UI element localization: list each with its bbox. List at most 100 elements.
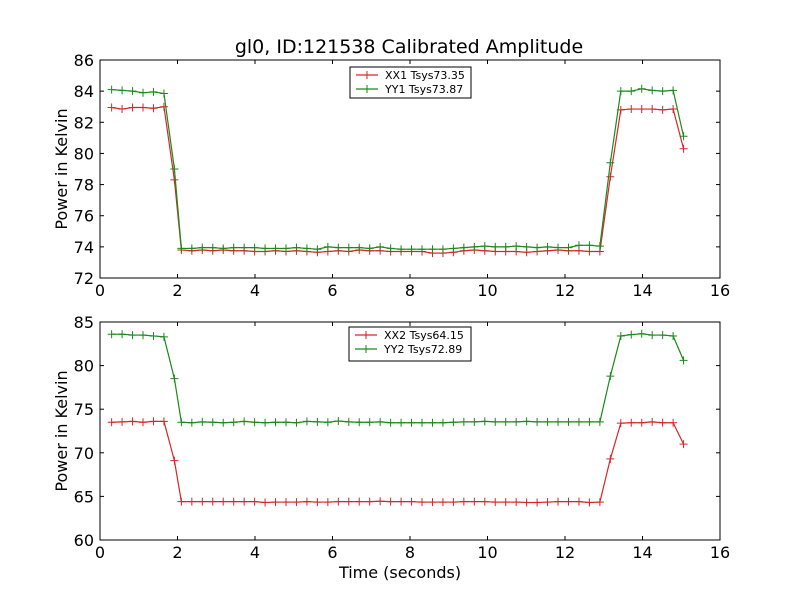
data-point-yy1 [118, 86, 127, 95]
data-point-yy1 [627, 87, 636, 96]
x-tick-label: 6 [327, 281, 337, 300]
data-point-yy2 [533, 417, 542, 426]
data-point-yy1 [438, 245, 447, 254]
data-point-yy1 [606, 158, 615, 167]
y-tick-label: 65 [74, 487, 94, 506]
y-tick-label: 86 [74, 51, 94, 70]
y-tick-label: 82 [74, 113, 94, 132]
data-point-yy2 [648, 331, 657, 340]
y-tick-label: 85 [74, 313, 94, 332]
data-point-yy1 [554, 243, 563, 252]
y-tick-label: 80 [74, 144, 94, 163]
data-point-xx2 [365, 497, 374, 506]
x-tick-label: 10 [477, 281, 497, 300]
data-point-xx1 [637, 105, 646, 114]
x-tick-label: 2 [172, 543, 182, 562]
data-point-yy1 [107, 85, 116, 94]
data-point-yy1 [449, 244, 458, 253]
data-point-yy2 [606, 372, 615, 381]
y-tick-label: 80 [74, 357, 94, 376]
y-tick-label: 72 [74, 269, 94, 288]
x-tick-label: 16 [710, 281, 730, 300]
data-point-xx1 [107, 103, 116, 112]
data-point-yy1 [574, 241, 583, 250]
y-tick-label: 84 [74, 82, 94, 101]
data-point-yy1 [543, 242, 552, 251]
data-point-yy1 [669, 86, 678, 95]
x-axis-label: Time (seconds) [338, 563, 461, 582]
legend-marker [362, 345, 370, 353]
data-point-xx2 [533, 498, 542, 507]
data-point-yy1 [522, 242, 531, 251]
data-point-yy2 [459, 417, 468, 426]
data-point-yy1 [459, 243, 468, 252]
y-tick-label: 70 [74, 444, 94, 463]
data-point-xx2 [522, 498, 531, 507]
y-tick-label: 74 [74, 238, 94, 257]
data-point-yy1 [491, 242, 500, 251]
data-point-yy1 [679, 132, 688, 141]
data-point-xx2 [229, 497, 238, 506]
data-point-yy2 [219, 418, 228, 427]
data-point-xx2 [459, 497, 468, 506]
data-point-xx1 [648, 105, 657, 114]
data-point-xx2 [355, 497, 364, 506]
data-point-yy1 [512, 242, 521, 251]
data-point-xx1 [679, 144, 688, 153]
data-point-yy2 [139, 331, 148, 340]
data-point-xx2 [208, 497, 217, 506]
x-tick-label: 12 [555, 281, 575, 300]
data-point-yy1 [250, 243, 259, 252]
data-point-xx2 [658, 418, 667, 427]
bottom-chart: 0 2 4 6 8 10 12 14 16 60 65 70 75 80 85 Power in Kelvin… [52, 313, 730, 582]
data-point-yy2 [198, 417, 207, 426]
data-point-yy2 [334, 416, 343, 425]
data-point-xx2 [397, 497, 406, 506]
data-point-xx1 [170, 175, 179, 184]
legend-box [349, 66, 472, 99]
data-point-yy1 [648, 86, 657, 95]
data-point-yy2 [159, 332, 168, 341]
data-point-xx2 [261, 498, 270, 507]
x-tick-label: 14 [632, 543, 652, 562]
data-point-xx2 [480, 497, 489, 506]
y-axis-label: Power in Kelvin [52, 370, 71, 491]
x-tick-label: 4 [250, 281, 260, 300]
data-point-xx2 [554, 497, 563, 506]
data-point-yy1 [386, 244, 395, 253]
data-point-yy1 [480, 242, 489, 251]
x-tick-label: 12 [555, 543, 575, 562]
data-point-yy2 [323, 418, 332, 427]
data-point-yy1 [323, 242, 332, 251]
data-point-yy1 [616, 87, 625, 96]
data-point-yy2 [344, 417, 353, 426]
legend-label: YY2 Tsys72.89 [383, 343, 462, 356]
data-point-xx2 [107, 418, 116, 427]
legend-box [348, 326, 472, 362]
data-point-xx2 [302, 497, 311, 506]
data-point-yy1 [292, 243, 301, 252]
x-tick-label: 4 [250, 543, 260, 562]
data-point-yy1 [585, 241, 594, 250]
data-point-yy1 [229, 243, 238, 252]
data-point-yy2 [438, 418, 447, 427]
data-point-xx2 [606, 454, 615, 463]
legend-marker [363, 71, 371, 79]
data-point-yy2 [208, 418, 217, 427]
data-point-xx2 [187, 497, 196, 506]
data-point-yy2 [149, 331, 158, 340]
data-point-yy2 [128, 331, 137, 340]
data-point-yy2 [282, 418, 290, 427]
data-point-yy2 [250, 418, 259, 427]
data-point-xx2 [595, 498, 604, 507]
data-point-xx2 [334, 497, 343, 506]
data-point-yy2 [229, 418, 238, 427]
data-point-xx2 [376, 497, 385, 506]
y-tick-label: 76 [74, 207, 94, 226]
data-point-yy1 [128, 87, 137, 96]
data-point-yy2 [261, 418, 270, 427]
data-point-yy1 [658, 87, 667, 96]
data-point-yy1 [219, 244, 228, 253]
